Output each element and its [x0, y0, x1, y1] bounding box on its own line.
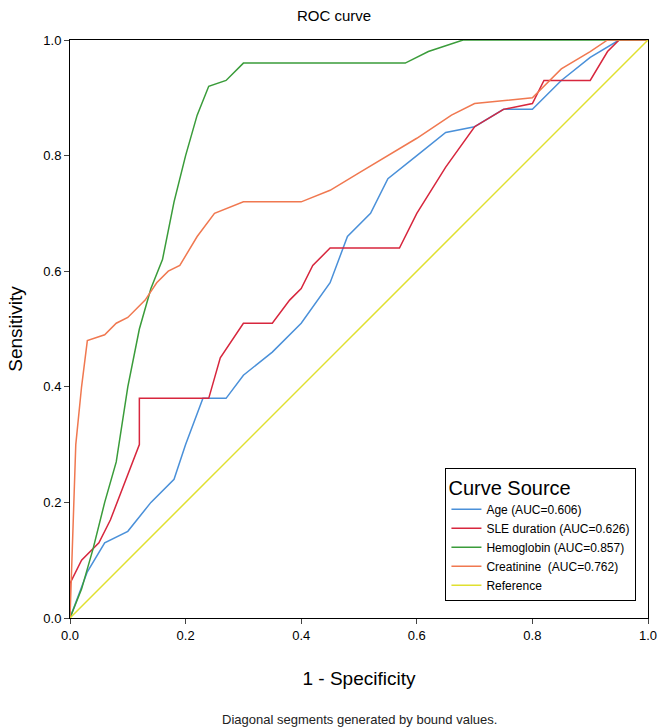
svg-text:0.8: 0.8 [43, 148, 61, 163]
svg-text:0.0: 0.0 [43, 611, 61, 626]
svg-text:0.6: 0.6 [43, 264, 61, 279]
svg-text:SLE duration (AUC=0.626): SLE duration (AUC=0.626) [486, 522, 629, 536]
svg-text:Creatinine (AUC=0.762): Creatinine (AUC=0.762) [486, 560, 618, 574]
svg-text:0.2: 0.2 [177, 628, 195, 643]
svg-text:0.8: 0.8 [523, 628, 541, 643]
svg-text:Sensitivity: Sensitivity [5, 286, 26, 372]
svg-text:1.0: 1.0 [639, 628, 657, 643]
svg-text:Reference: Reference [486, 579, 542, 593]
svg-text:ROC curve: ROC curve [297, 7, 371, 24]
svg-text:Diagonal segments generated by: Diagonal segments generated by bound val… [222, 712, 497, 727]
svg-text:1 - Specificity: 1 - Specificity [303, 668, 416, 689]
svg-text:0.6: 0.6 [408, 628, 426, 643]
svg-text:Age (AUC=0.606): Age (AUC=0.606) [486, 503, 581, 517]
svg-text:0.2: 0.2 [43, 495, 61, 510]
svg-text:1.0: 1.0 [43, 33, 61, 48]
svg-text:0.0: 0.0 [61, 628, 79, 643]
svg-text:Hemoglobin (AUC=0.857): Hemoglobin (AUC=0.857) [486, 541, 624, 555]
svg-text:Curve Source: Curve Source [448, 477, 570, 499]
svg-text:0.4: 0.4 [43, 379, 61, 394]
svg-text:0.4: 0.4 [292, 628, 310, 643]
